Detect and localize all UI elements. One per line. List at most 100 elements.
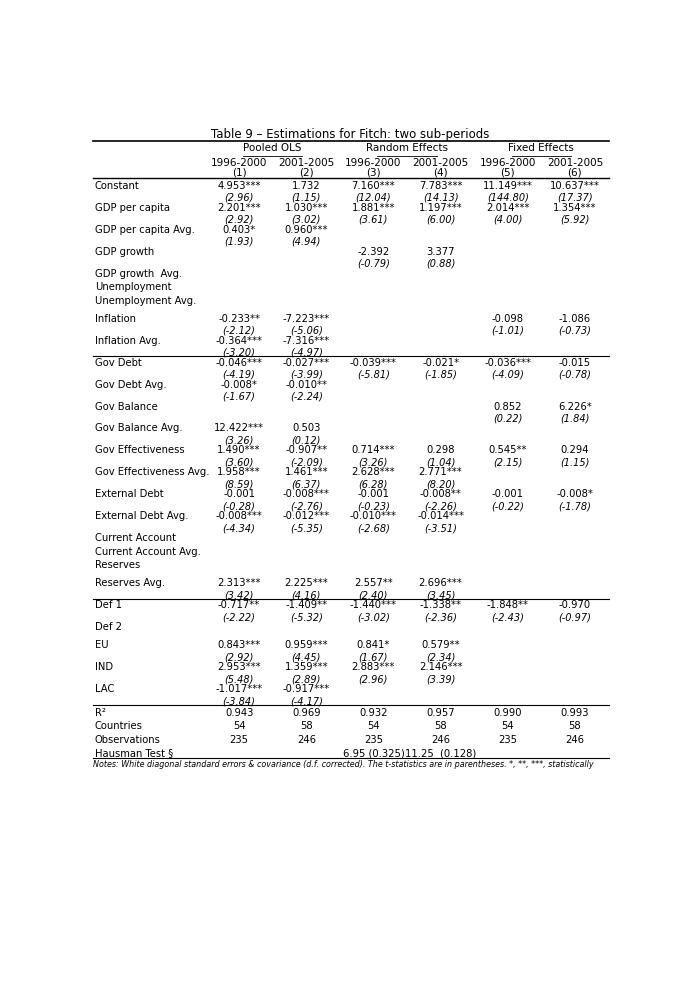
Text: (-0.78): (-0.78)	[559, 370, 591, 380]
Text: (1.67): (1.67)	[359, 652, 388, 662]
Text: (2.96): (2.96)	[225, 193, 254, 203]
Text: (3): (3)	[366, 167, 380, 177]
Text: (6): (6)	[568, 167, 582, 177]
Text: -0.717**: -0.717**	[218, 601, 260, 610]
Text: (8.20): (8.20)	[426, 480, 456, 490]
Text: (-1.85): (-1.85)	[424, 370, 457, 380]
Text: (-3.51): (-3.51)	[424, 523, 457, 533]
Text: (-2.76): (-2.76)	[290, 501, 322, 511]
Text: Notes: White diagonal standard errors & covariance (d.f. corrected). The t-stati: Notes: White diagonal standard errors & …	[93, 759, 594, 769]
Text: (-1.01): (-1.01)	[491, 326, 524, 336]
Text: (5): (5)	[501, 167, 515, 177]
Text: (6.37): (6.37)	[292, 480, 321, 490]
Text: (0.12): (0.12)	[292, 435, 321, 445]
Text: 54: 54	[501, 721, 514, 731]
Text: (-4.19): (-4.19)	[223, 370, 255, 380]
Text: 2.953***: 2.953***	[217, 662, 261, 672]
Text: (-0.97): (-0.97)	[559, 612, 591, 622]
Text: Random Effects: Random Effects	[366, 143, 448, 153]
Text: 1.354***: 1.354***	[553, 203, 597, 213]
Text: EU: EU	[95, 640, 109, 650]
Text: 246: 246	[566, 734, 585, 744]
Text: (-3.99): (-3.99)	[290, 370, 322, 380]
Text: 235: 235	[229, 734, 249, 744]
Text: 0.852: 0.852	[494, 401, 522, 411]
Text: (2.92): (2.92)	[225, 652, 254, 662]
Text: -0.046***: -0.046***	[216, 358, 262, 368]
Text: (-2.09): (-2.09)	[290, 457, 322, 468]
Text: Gov Effectiveness: Gov Effectiveness	[95, 445, 184, 456]
Text: Gov Balance: Gov Balance	[95, 401, 157, 411]
Text: 2.628***: 2.628***	[352, 468, 395, 478]
Text: 1996-2000: 1996-2000	[479, 158, 536, 167]
Text: (-2.24): (-2.24)	[290, 391, 322, 401]
Text: -0.008**: -0.008**	[419, 490, 462, 499]
Text: (1.04): (1.04)	[426, 457, 456, 468]
Text: 7.160***: 7.160***	[352, 181, 395, 191]
Text: 0.959***: 0.959***	[284, 640, 328, 650]
Text: 0.969: 0.969	[292, 708, 320, 717]
Text: (-0.73): (-0.73)	[559, 326, 591, 336]
Text: -0.021*: -0.021*	[422, 358, 459, 368]
Text: (-5.06): (-5.06)	[290, 326, 322, 336]
Text: (3.42): (3.42)	[225, 591, 254, 601]
Text: (-5.32): (-5.32)	[290, 612, 322, 622]
Text: (0.88): (0.88)	[426, 259, 456, 269]
Text: (-2.36): (-2.36)	[424, 612, 457, 622]
Text: 1.030***: 1.030***	[285, 203, 328, 213]
Text: -7.316***: -7.316***	[283, 336, 330, 346]
Text: -1.848**: -1.848**	[487, 601, 529, 610]
Text: Gov Balance Avg.: Gov Balance Avg.	[95, 423, 182, 433]
Text: (6.00): (6.00)	[426, 215, 456, 225]
Text: 6.95 (0.325): 6.95 (0.325)	[343, 748, 404, 758]
Text: (-3.02): (-3.02)	[357, 612, 390, 622]
Text: GDP per capita: GDP per capita	[95, 203, 169, 213]
Text: -0.008***: -0.008***	[283, 490, 330, 499]
Text: -0.012***: -0.012***	[283, 511, 330, 521]
Text: -0.364***: -0.364***	[216, 336, 262, 346]
Text: (-3.84): (-3.84)	[223, 696, 255, 706]
Text: -0.014***: -0.014***	[417, 511, 464, 521]
Text: (-2.26): (-2.26)	[424, 501, 457, 511]
Text: External Debt Avg.: External Debt Avg.	[95, 511, 189, 521]
Text: (-0.28): (-0.28)	[223, 501, 255, 511]
Text: Constant: Constant	[95, 181, 139, 191]
Text: 1.732: 1.732	[292, 181, 320, 191]
Text: 1.197***: 1.197***	[419, 203, 462, 213]
Text: -1.086: -1.086	[559, 314, 591, 324]
Text: (14.13): (14.13)	[423, 193, 458, 203]
Text: Inflation: Inflation	[95, 314, 136, 324]
Text: (2.92): (2.92)	[225, 215, 254, 225]
Text: -0.015: -0.015	[559, 358, 591, 368]
Text: Reserves Avg.: Reserves Avg.	[95, 578, 165, 589]
Text: 1.881***: 1.881***	[352, 203, 395, 213]
Text: 0.993: 0.993	[561, 708, 589, 717]
Text: -0.917***: -0.917***	[283, 684, 330, 694]
Text: (-2.12): (-2.12)	[223, 326, 255, 336]
Text: Observations: Observations	[95, 734, 161, 744]
Text: Pooled OLS: Pooled OLS	[243, 143, 302, 153]
Text: -0.027***: -0.027***	[283, 358, 330, 368]
Text: (3.02): (3.02)	[292, 215, 321, 225]
Text: -0.036***: -0.036***	[484, 358, 531, 368]
Text: (4.16): (4.16)	[292, 591, 321, 601]
Text: (3.60): (3.60)	[225, 457, 254, 468]
Text: -0.008***: -0.008***	[216, 511, 262, 521]
Text: Fixed Effects: Fixed Effects	[508, 143, 574, 153]
Text: Def 2: Def 2	[95, 622, 122, 632]
Text: (-2.22): (-2.22)	[223, 612, 255, 622]
Text: (3.26): (3.26)	[225, 435, 254, 445]
Text: (5.92): (5.92)	[560, 215, 589, 225]
Text: 54: 54	[367, 721, 380, 731]
Text: -1.440***: -1.440***	[350, 601, 397, 610]
Text: Unemployment Avg.: Unemployment Avg.	[95, 295, 196, 305]
Text: 2.014***: 2.014***	[486, 203, 529, 213]
Text: -0.010**: -0.010**	[285, 380, 327, 389]
Text: (2.89): (2.89)	[292, 674, 321, 684]
Text: (6.28): (6.28)	[359, 480, 388, 490]
Text: -0.001: -0.001	[223, 490, 255, 499]
Text: 0.843***: 0.843***	[217, 640, 261, 650]
Text: -0.039***: -0.039***	[350, 358, 397, 368]
Text: Inflation Avg.: Inflation Avg.	[95, 336, 161, 346]
Text: GDP growth: GDP growth	[95, 247, 154, 257]
